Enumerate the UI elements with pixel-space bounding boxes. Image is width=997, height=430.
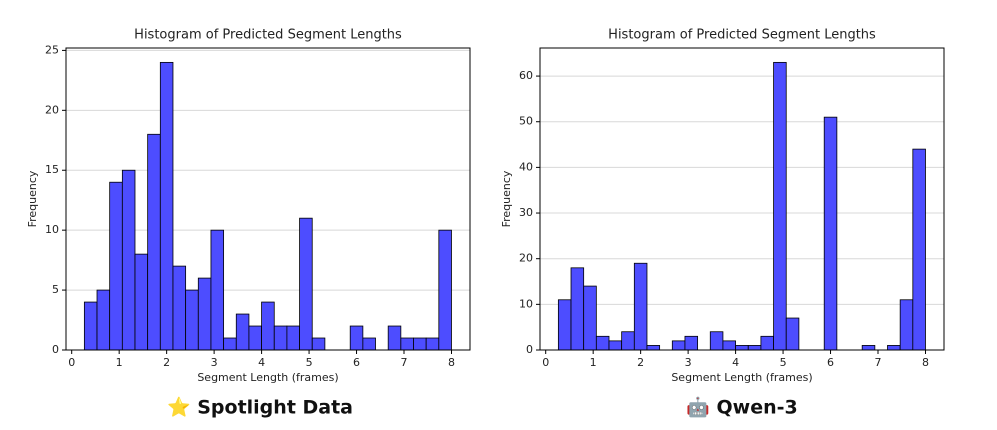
- bar: [912, 148, 926, 351]
- x-tick-label: 2: [637, 356, 644, 369]
- bar: [311, 337, 326, 351]
- bar: [722, 340, 736, 351]
- bar: [684, 335, 699, 351]
- bar: [621, 331, 635, 351]
- bar: [887, 345, 901, 351]
- bar: [349, 325, 364, 351]
- bar: [709, 331, 724, 351]
- bar: [735, 345, 749, 351]
- x-tick-label: 5: [306, 356, 313, 369]
- y-tick-label: 20: [45, 103, 59, 116]
- x-tick-label: 3: [685, 356, 692, 369]
- bar: [861, 345, 876, 351]
- caption: ⭐ Spotlight Data: [167, 396, 353, 419]
- y-axis-label: Frequency: [500, 170, 513, 227]
- bar: [608, 340, 623, 351]
- x-tick-label: 1: [116, 356, 123, 369]
- bar: [425, 337, 440, 351]
- y-tick-label: 30: [519, 206, 533, 219]
- bar: [210, 229, 225, 351]
- x-tick-label: 4: [732, 356, 739, 369]
- bar: [557, 299, 572, 351]
- bar: [785, 317, 800, 351]
- bar: [286, 325, 300, 351]
- bar: [570, 267, 585, 351]
- x-tick-label: 1: [590, 356, 597, 369]
- y-tick-label: 25: [45, 43, 59, 56]
- x-axis-label: Segment Length (frames): [197, 371, 338, 384]
- bar: [159, 61, 174, 351]
- x-tick-label: 8: [448, 356, 455, 369]
- bar: [172, 265, 187, 351]
- bar: [595, 335, 610, 351]
- x-axis-label: Segment Length (frames): [671, 371, 812, 384]
- bar: [633, 262, 648, 351]
- bar: [83, 301, 98, 351]
- y-tick-label: 10: [519, 297, 533, 310]
- y-tick-label: 0: [52, 343, 59, 356]
- x-tick-label: 8: [922, 356, 929, 369]
- bar: [823, 116, 838, 351]
- x-tick-label: 0: [542, 356, 549, 369]
- y-axis-label: Frequency: [26, 170, 39, 227]
- bar: [671, 340, 686, 351]
- x-tick-label: 7: [401, 356, 408, 369]
- y-tick-label: 40: [519, 160, 533, 173]
- bar: [134, 253, 149, 351]
- chart-title: Histogram of Predicted Segment Lengths: [608, 28, 876, 43]
- bar: [235, 313, 250, 351]
- bar: [438, 229, 452, 351]
- y-tick-label: 10: [45, 223, 59, 236]
- bar: [413, 337, 427, 351]
- bar: [400, 337, 414, 351]
- caption: 🤖 Qwen-3: [686, 396, 798, 419]
- y-tick-label: 50: [519, 115, 533, 128]
- bar: [96, 289, 111, 351]
- x-tick-label: 4: [258, 356, 265, 369]
- x-tick-label: 0: [68, 356, 75, 369]
- bar: [223, 337, 237, 351]
- x-tick-label: 6: [827, 356, 834, 369]
- y-tick-label: 0: [526, 343, 533, 356]
- bar: [646, 345, 661, 351]
- x-tick-label: 2: [163, 356, 170, 369]
- bar: [121, 169, 136, 351]
- bar: [747, 345, 762, 351]
- axes-frame: [539, 47, 945, 351]
- bar: [273, 325, 288, 351]
- bar: [147, 133, 161, 351]
- bar: [773, 61, 787, 351]
- bar: [362, 337, 376, 351]
- y-tick-label: 5: [52, 283, 59, 296]
- bar: [899, 299, 914, 351]
- bar: [387, 325, 402, 351]
- bar: [248, 325, 262, 351]
- y-tick-label: 15: [45, 163, 59, 176]
- x-tick-label: 3: [211, 356, 218, 369]
- chart-title: Histogram of Predicted Segment Lengths: [134, 28, 402, 43]
- axes-frame: [65, 47, 471, 351]
- bar: [583, 285, 597, 351]
- y-tick-label: 20: [519, 252, 533, 265]
- y-tick-label: 60: [519, 69, 533, 82]
- bar: [197, 277, 212, 351]
- bar: [299, 217, 313, 351]
- bar: [109, 181, 123, 351]
- bar: [760, 335, 774, 351]
- bar: [185, 289, 199, 351]
- bar: [261, 301, 275, 351]
- x-tick-label: 6: [353, 356, 360, 369]
- x-tick-label: 7: [875, 356, 882, 369]
- x-tick-label: 5: [780, 356, 787, 369]
